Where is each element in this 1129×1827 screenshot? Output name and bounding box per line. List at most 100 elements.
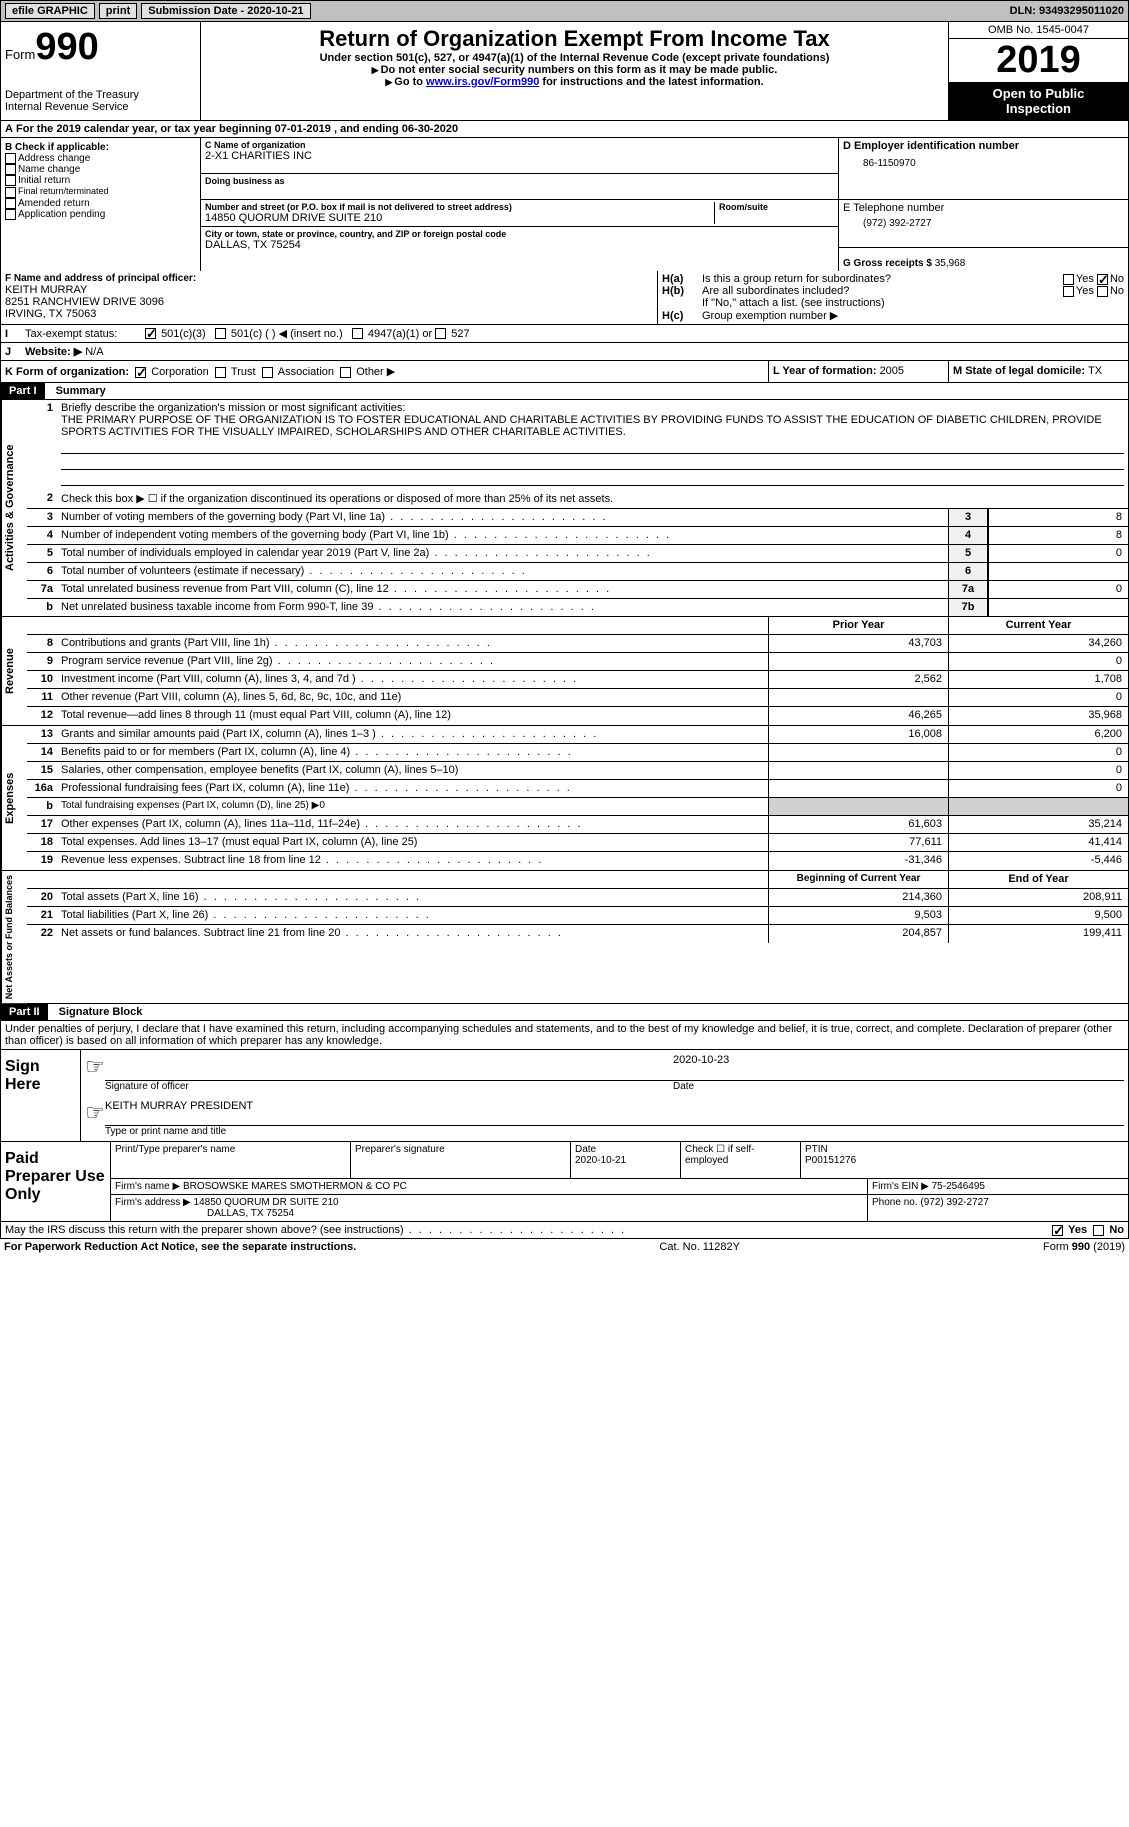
- sig-officer-label: Signature of officer: [105, 1080, 665, 1092]
- print-button[interactable]: print: [99, 3, 137, 19]
- ptin-cell: PTIN P00151276: [801, 1142, 1128, 1178]
- hc-text: Group exemption number ▶: [702, 310, 838, 322]
- check-initial[interactable]: Initial return: [5, 175, 196, 186]
- m-label: M State of legal domicile:: [953, 365, 1088, 377]
- discuss-yes-check[interactable]: [1052, 1225, 1063, 1236]
- form-subtitle-3: Go to www.irs.gov/Form990 for instructio…: [205, 76, 944, 88]
- hb-label: H(b): [662, 285, 702, 297]
- check-name[interactable]: Name change: [5, 164, 196, 175]
- prep-date-cell: Date 2020-10-21: [571, 1142, 681, 1178]
- officer-city: IRVING, TX 75063: [5, 308, 653, 320]
- top-bar: efile GRAPHIC print Submission Date - 20…: [0, 0, 1129, 22]
- header-left: Form990 Department of the Treasury Inter…: [1, 22, 201, 120]
- gross-receipts-value: 35,968: [935, 258, 966, 269]
- check-amended[interactable]: Amended return: [5, 198, 196, 209]
- ha-yes-check[interactable]: [1063, 274, 1074, 285]
- sign-here-row: Sign Here ☞ 2020-10-23 Signature of offi…: [0, 1050, 1129, 1142]
- l20-prior: 214,360: [768, 889, 948, 906]
- k-corp-check[interactable]: [135, 367, 146, 378]
- discuss-row: May the IRS discuss this return with the…: [0, 1222, 1129, 1239]
- ha-no-check[interactable]: [1097, 274, 1108, 285]
- l8-prior: 43,703: [768, 635, 948, 652]
- paid-preparer-row: Paid Preparer Use Only Print/Type prepar…: [0, 1142, 1129, 1222]
- box-m: M State of legal domicile: TX: [948, 361, 1128, 382]
- line10-text: Investment income (Part VIII, column (A)…: [57, 671, 768, 688]
- submission-date-value: 2020-10-21: [247, 5, 303, 17]
- header-right: OMB No. 1545-0047 2019 Open to Public In…: [948, 22, 1128, 120]
- line5-text: Total number of individuals employed in …: [57, 545, 948, 562]
- box-i: I Tax-exempt status: 501(c)(3) 501(c) ( …: [0, 325, 1129, 343]
- line2-text: Check this box ▶ ☐ if the organization d…: [57, 490, 1128, 508]
- city-value: DALLAS, TX 75254: [205, 239, 834, 251]
- efile-button[interactable]: efile GRAPHIC: [5, 3, 95, 19]
- line14-text: Benefits paid to or for members (Part IX…: [57, 744, 768, 761]
- hb-no-check[interactable]: [1097, 286, 1108, 297]
- check-application[interactable]: Application pending: [5, 209, 196, 220]
- sig-date: 2020-10-23: [665, 1054, 1124, 1080]
- box-k: K Form of organization: Corporation Trus…: [1, 361, 768, 382]
- end-year-header: End of Year: [948, 871, 1128, 888]
- rev-label: Revenue: [1, 617, 27, 725]
- i-501c3-check[interactable]: [145, 328, 156, 339]
- line4-text: Number of independent voting members of …: [57, 527, 948, 544]
- line12-text: Total revenue—add lines 8 through 11 (mu…: [57, 707, 768, 725]
- m-value: TX: [1088, 365, 1102, 377]
- street-value: 14850 QUORUM DRIVE SUITE 210: [205, 212, 714, 224]
- k-assoc-check[interactable]: [262, 367, 273, 378]
- period-mid: , and ending: [331, 123, 402, 135]
- l14-prior: [768, 744, 948, 761]
- officer-name: KEITH MURRAY: [5, 284, 653, 296]
- part-1-header: Part I Summary: [0, 383, 1129, 400]
- submission-date-label: Submission Date -: [148, 5, 247, 17]
- inspect-line1: Open to Public: [953, 86, 1124, 101]
- i-4947-check[interactable]: [352, 328, 363, 339]
- line15-text: Salaries, other compensation, employee b…: [57, 762, 768, 779]
- org-name-label: C Name of organization: [205, 140, 834, 150]
- box-b: B Check if applicable: Address change Na…: [1, 138, 201, 271]
- period-start: 07-01-2019: [275, 123, 331, 135]
- line11-text: Other revenue (Part VIII, column (A), li…: [57, 689, 768, 706]
- firm-addr-cell: Firm's address ▶ 14850 QUORUM DR SUITE 2…: [111, 1195, 868, 1221]
- box-c: C Name of organization 2-X1 CHARITIES IN…: [201, 138, 838, 271]
- i-501c-check[interactable]: [215, 328, 226, 339]
- check-final[interactable]: Final return/terminated: [5, 186, 196, 197]
- box-j: J Website: ▶ N/A: [0, 343, 1129, 361]
- form-footer: Form 990 (2019): [1043, 1241, 1125, 1253]
- inspect-line2: Inspection: [953, 101, 1124, 116]
- box-b-label: B Check if applicable:: [5, 142, 196, 153]
- exp-label: Expenses: [1, 726, 27, 870]
- i-527-check[interactable]: [435, 328, 446, 339]
- k-trust-check[interactable]: [215, 367, 226, 378]
- line22-text: Net assets or fund balances. Subtract li…: [57, 925, 768, 943]
- l-value: 2005: [880, 365, 904, 377]
- l19-prior: -31,346: [768, 852, 948, 870]
- part-2-title: Signature Block: [51, 1004, 151, 1020]
- line5-value: 0: [988, 545, 1128, 562]
- inspection-box: Open to Public Inspection: [949, 82, 1128, 120]
- dept-treasury: Department of the Treasury: [5, 89, 196, 101]
- l18-current: 41,414: [948, 834, 1128, 851]
- net-assets-section: Net Assets or Fund Balances Beginning of…: [0, 871, 1129, 1004]
- part-2-header: Part II Signature Block: [0, 1004, 1129, 1021]
- form-word: Form: [5, 47, 35, 62]
- l17-current: 35,214: [948, 816, 1128, 833]
- l21-prior: 9,503: [768, 907, 948, 924]
- goto-suffix: for instructions and the latest informat…: [539, 76, 763, 88]
- prep-name-cell: Print/Type preparer's name: [111, 1142, 351, 1178]
- submission-date-box: Submission Date - 2020-10-21: [141, 3, 310, 19]
- l8-current: 34,260: [948, 635, 1128, 652]
- revenue-section: Revenue Prior YearCurrent Year 8Contribu…: [0, 617, 1129, 726]
- line1-text: Briefly describe the organization's miss…: [61, 402, 405, 414]
- l20-current: 208,911: [948, 889, 1128, 906]
- discuss-no-check[interactable]: [1093, 1225, 1104, 1236]
- check-address[interactable]: Address change: [5, 153, 196, 164]
- discuss-text: May the IRS discuss this return with the…: [5, 1224, 1052, 1236]
- hb-yes-check[interactable]: [1063, 286, 1074, 297]
- entity-info-grid: B Check if applicable: Address change Na…: [0, 138, 1129, 271]
- l16b-prior: [768, 798, 948, 815]
- irs-link[interactable]: www.irs.gov/Form990: [426, 76, 539, 88]
- box-h: H(a) Is this a group return for subordin…: [658, 271, 1128, 324]
- hb-text: Are all subordinates included?: [702, 285, 1063, 297]
- line18-text: Total expenses. Add lines 13–17 (must eq…: [57, 834, 768, 851]
- k-other-check[interactable]: [340, 367, 351, 378]
